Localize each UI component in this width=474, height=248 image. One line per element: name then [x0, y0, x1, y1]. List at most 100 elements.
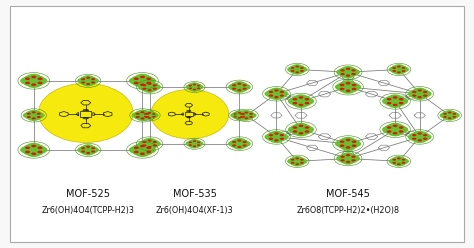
- Circle shape: [136, 116, 139, 118]
- Circle shape: [391, 157, 407, 166]
- Circle shape: [453, 113, 456, 115]
- Circle shape: [81, 151, 85, 153]
- Circle shape: [87, 146, 96, 151]
- Circle shape: [232, 111, 247, 119]
- Circle shape: [234, 113, 237, 115]
- Circle shape: [388, 129, 402, 136]
- Circle shape: [341, 80, 355, 88]
- Circle shape: [152, 113, 155, 115]
- Circle shape: [269, 91, 273, 93]
- Circle shape: [241, 115, 252, 121]
- Circle shape: [141, 143, 151, 148]
- Circle shape: [346, 154, 350, 156]
- Circle shape: [138, 141, 151, 147]
- Circle shape: [399, 98, 403, 100]
- Circle shape: [146, 82, 151, 84]
- Circle shape: [79, 145, 97, 155]
- Circle shape: [410, 89, 429, 99]
- Circle shape: [401, 67, 405, 69]
- Circle shape: [336, 155, 349, 162]
- Circle shape: [392, 70, 396, 72]
- Circle shape: [20, 146, 35, 154]
- Circle shape: [397, 163, 401, 165]
- Circle shape: [141, 77, 156, 85]
- Circle shape: [291, 70, 294, 72]
- Circle shape: [190, 143, 200, 149]
- Circle shape: [411, 89, 421, 94]
- Circle shape: [81, 78, 85, 80]
- Circle shape: [338, 143, 350, 149]
- Circle shape: [275, 91, 288, 97]
- Circle shape: [393, 96, 398, 99]
- Circle shape: [147, 83, 152, 85]
- Circle shape: [401, 70, 405, 72]
- Circle shape: [346, 139, 358, 145]
- Circle shape: [296, 158, 307, 164]
- Circle shape: [393, 124, 398, 127]
- Circle shape: [153, 84, 157, 86]
- Circle shape: [22, 144, 45, 156]
- Circle shape: [237, 83, 241, 85]
- Circle shape: [140, 139, 159, 149]
- Circle shape: [77, 78, 89, 84]
- Circle shape: [193, 140, 201, 144]
- Circle shape: [266, 132, 286, 142]
- Circle shape: [141, 83, 151, 88]
- Circle shape: [280, 134, 284, 136]
- Circle shape: [339, 67, 349, 73]
- Circle shape: [392, 67, 396, 69]
- Circle shape: [418, 96, 422, 98]
- Circle shape: [294, 101, 308, 108]
- Circle shape: [149, 141, 161, 147]
- Circle shape: [145, 111, 155, 116]
- Circle shape: [197, 141, 201, 143]
- Circle shape: [300, 159, 304, 161]
- Circle shape: [346, 82, 350, 85]
- Circle shape: [346, 161, 350, 163]
- Circle shape: [32, 80, 44, 86]
- Circle shape: [274, 139, 279, 141]
- Circle shape: [246, 113, 256, 118]
- Text: MOF-545: MOF-545: [326, 189, 370, 199]
- Circle shape: [240, 113, 244, 115]
- Circle shape: [241, 110, 252, 116]
- Circle shape: [87, 147, 99, 153]
- Circle shape: [91, 147, 95, 149]
- Circle shape: [25, 82, 30, 84]
- Circle shape: [193, 140, 196, 142]
- FancyBboxPatch shape: [10, 6, 464, 242]
- Circle shape: [144, 113, 147, 115]
- Circle shape: [135, 74, 150, 81]
- Circle shape: [413, 93, 426, 100]
- Circle shape: [443, 113, 447, 115]
- Circle shape: [352, 88, 356, 90]
- Circle shape: [197, 85, 201, 87]
- Circle shape: [146, 147, 151, 149]
- Circle shape: [448, 115, 457, 119]
- Circle shape: [232, 84, 236, 86]
- Circle shape: [187, 83, 202, 91]
- Circle shape: [274, 132, 279, 135]
- Circle shape: [423, 94, 428, 97]
- Circle shape: [245, 112, 248, 114]
- Circle shape: [387, 130, 392, 133]
- Circle shape: [194, 141, 203, 146]
- Circle shape: [141, 146, 156, 154]
- Circle shape: [27, 74, 41, 81]
- Circle shape: [340, 140, 345, 143]
- Circle shape: [231, 86, 241, 92]
- Circle shape: [398, 158, 409, 164]
- Circle shape: [238, 111, 255, 120]
- Circle shape: [238, 84, 251, 90]
- Circle shape: [393, 161, 404, 167]
- Circle shape: [80, 149, 90, 154]
- Circle shape: [32, 117, 36, 120]
- Circle shape: [387, 102, 392, 104]
- Circle shape: [412, 91, 417, 93]
- Circle shape: [292, 102, 297, 104]
- Circle shape: [37, 151, 43, 153]
- Circle shape: [340, 88, 345, 90]
- Circle shape: [382, 97, 396, 105]
- Circle shape: [448, 117, 452, 119]
- Circle shape: [397, 66, 401, 67]
